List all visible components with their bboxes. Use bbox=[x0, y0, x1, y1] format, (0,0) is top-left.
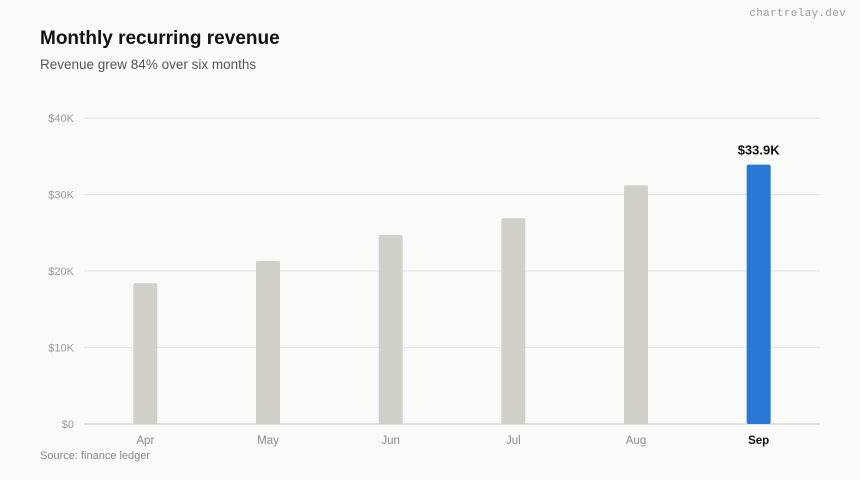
x-tick-label: Aug bbox=[626, 435, 646, 447]
x-tick-label: Jul bbox=[506, 435, 521, 447]
chart-title: Monthly recurring revenue bbox=[40, 28, 280, 49]
y-tick-label: $20K bbox=[48, 266, 74, 278]
x-tick-label: Jun bbox=[381, 435, 400, 447]
watermark: chartrelay.dev bbox=[749, 8, 846, 20]
source-note: Source: finance ledger bbox=[40, 450, 151, 462]
bar-may bbox=[256, 261, 280, 424]
chart-subtitle: Revenue grew 84% over six months bbox=[40, 57, 257, 72]
bar-sep bbox=[746, 164, 771, 425]
labels: $0 $10K $20K $30K $40K Apr May Jun Jul Aug Sep $33.… bbox=[48, 113, 780, 447]
bar-apr bbox=[133, 283, 158, 424]
y-tick-label: $0 bbox=[62, 419, 74, 431]
bar-jul bbox=[501, 218, 526, 424]
x-tick-label: Apr bbox=[136, 435, 154, 447]
x-tick-label: May bbox=[257, 435, 279, 447]
y-tick-label: $40K bbox=[48, 113, 74, 125]
y-tick-label: $30K bbox=[48, 190, 74, 202]
data-label-sep: $33.9K bbox=[738, 143, 781, 158]
bars bbox=[133, 164, 771, 425]
x-tick-label: Sep bbox=[748, 435, 769, 447]
bar-jun bbox=[378, 235, 403, 424]
gridlines bbox=[84, 117, 820, 425]
y-tick-label: $10K bbox=[48, 343, 74, 355]
bar-aug bbox=[624, 185, 648, 424]
